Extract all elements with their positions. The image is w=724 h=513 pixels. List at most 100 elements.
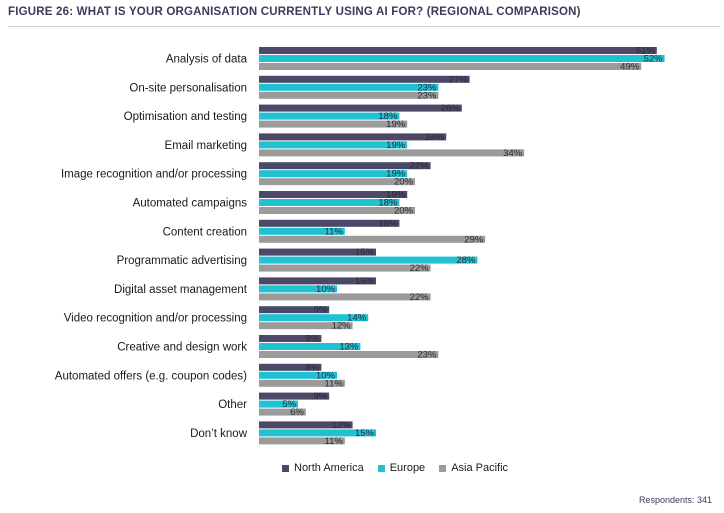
- bar-europe-digital-asset-management: [259, 285, 337, 293]
- value-label-europe-automated-campaigns: 18%: [378, 198, 398, 209]
- value-label-asia-pacific-analysis-of-data: 49%: [620, 62, 640, 73]
- value-label-north-america-analysis-of-data: 51%: [636, 46, 656, 57]
- value-label-europe-content-creation: 11%: [324, 226, 343, 237]
- bar-north-america-video-recognition-and-or-processing: [259, 306, 330, 314]
- category-label-automated-offers-e-g-coupon-codes: Automated offers (e.g. coupon codes): [55, 370, 247, 382]
- value-label-europe-optimisation-and-testing: 18%: [378, 111, 398, 122]
- value-label-europe-image-recognition-and-or-processing: 19%: [386, 169, 406, 180]
- bar-europe-don-t-know: [259, 429, 376, 437]
- value-label-asia-pacific-automated-offers-e-g-coupon-codes: 11%: [324, 378, 343, 389]
- bar-north-america-other: [259, 392, 330, 400]
- value-label-europe-on-site-personalisation: 23%: [417, 82, 437, 93]
- bar-asia-pacific-other: [259, 408, 306, 416]
- bar-north-america-digital-asset-management: [259, 277, 376, 285]
- value-label-asia-pacific-digital-asset-management: 22%: [410, 292, 430, 303]
- value-label-europe-automated-offers-e-g-coupon-codes: 10%: [316, 370, 336, 381]
- bar-asia-pacific-don-t-know: [259, 437, 345, 445]
- category-label-automated-campaigns: Automated campaigns: [133, 198, 248, 210]
- category-label-video-recognition-and-or-processing: Video recognition and/or processing: [64, 313, 247, 325]
- value-label-north-america-automated-offers-e-g-coupon-codes: 8%: [306, 362, 320, 373]
- category-label-don-t-know: Don’t know: [190, 428, 248, 440]
- bar-north-america-email-marketing: [259, 133, 447, 141]
- bar-asia-pacific-content-creation: [259, 235, 486, 243]
- legend-item-north-america: North America: [282, 462, 364, 474]
- bar-asia-pacific-automated-offers-e-g-coupon-codes: [259, 379, 345, 387]
- legend-swatch-europe: [377, 464, 385, 472]
- value-label-europe-don-t-know: 15%: [355, 428, 375, 439]
- value-label-asia-pacific-automated-campaigns: 20%: [394, 206, 414, 217]
- value-label-north-america-optimisation-and-testing: 26%: [441, 103, 461, 114]
- bar-europe-email-marketing: [259, 141, 408, 149]
- value-label-europe-analysis-of-data: 52%: [644, 54, 664, 65]
- category-label-on-site-personalisation: On-site personalisation: [129, 82, 247, 94]
- bar-europe-content-creation: [259, 227, 345, 235]
- bar-north-america-don-t-know: [259, 421, 353, 429]
- category-label-digital-asset-management: Digital asset management: [114, 284, 248, 296]
- bar-europe-other: [259, 400, 298, 408]
- bar-europe-automated-campaigns: [259, 199, 400, 206]
- bar-europe-on-site-personalisation: [259, 83, 439, 91]
- category-label-creative-and-design-work: Creative and design work: [117, 342, 247, 354]
- value-label-north-america-don-t-know: 12%: [332, 420, 352, 431]
- bar-asia-pacific-optimisation-and-testing: [259, 120, 408, 128]
- value-label-north-america-image-recognition-and-or-processing: 22%: [410, 161, 430, 172]
- title-divider: [8, 26, 720, 27]
- value-label-asia-pacific-image-recognition-and-or-processing: 20%: [394, 177, 414, 188]
- bar-europe-video-recognition-and-or-processing: [259, 314, 369, 322]
- legend-label-europe: Europe: [389, 462, 426, 474]
- value-label-asia-pacific-email-marketing: 34%: [503, 148, 523, 159]
- value-label-north-america-creative-and-design-work: 8%: [306, 334, 320, 345]
- category-label-image-recognition-and-or-processing: Image recognition and/or processing: [61, 169, 247, 181]
- value-label-asia-pacific-content-creation: 29%: [464, 234, 484, 245]
- value-label-europe-email-marketing: 19%: [386, 140, 406, 151]
- bar-north-america-image-recognition-and-or-processing: [259, 162, 431, 170]
- value-label-europe-digital-asset-management: 10%: [316, 284, 336, 295]
- legend-swatch-north-america: [282, 464, 289, 472]
- bar-north-america-creative-and-design-work: [259, 335, 322, 342]
- category-label-email-marketing: Email marketing: [165, 140, 247, 152]
- value-label-north-america-automated-campaigns: 19%: [386, 190, 406, 201]
- bar-europe-automated-offers-e-g-coupon-codes: [259, 371, 337, 379]
- bar-europe-creative-and-design-work: [259, 343, 361, 350]
- bar-asia-pacific-analysis-of-data: [259, 63, 642, 70]
- bar-north-america-optimisation-and-testing: [259, 104, 462, 112]
- bar-asia-pacific-programmatic-advertising: [259, 264, 431, 272]
- bar-asia-pacific-automated-campaigns: [259, 207, 415, 214]
- bar-europe-analysis-of-data: [259, 55, 665, 62]
- bar-asia-pacific-on-site-personalisation: [259, 91, 439, 99]
- legend-label-asia-pacific: Asia Pacific: [451, 462, 509, 474]
- value-label-north-america-content-creation: 18%: [378, 218, 398, 229]
- value-label-asia-pacific-optimisation-and-testing: 19%: [386, 119, 406, 130]
- value-label-europe-video-recognition-and-or-processing: 14%: [347, 313, 367, 324]
- value-label-europe-creative-and-design-work: 13%: [339, 342, 359, 353]
- bar-europe-programmatic-advertising: [259, 256, 478, 264]
- respondents-note: Respondents: 341: [638, 495, 712, 505]
- value-label-europe-other: 5%: [282, 399, 296, 410]
- category-label-programmatic-advertising: Programmatic advertising: [117, 255, 247, 267]
- value-label-north-america-on-site-personalisation: 27%: [449, 74, 469, 85]
- category-label-optimisation-and-testing: Optimisation and testing: [124, 111, 247, 123]
- value-label-europe-programmatic-advertising: 28%: [456, 255, 476, 266]
- value-label-asia-pacific-creative-and-design-work: 23%: [417, 350, 437, 361]
- bar-europe-image-recognition-and-or-processing: [259, 170, 408, 178]
- legend-item-asia-pacific: Asia Pacific: [439, 462, 508, 474]
- value-label-asia-pacific-video-recognition-and-or-processing: 12%: [332, 321, 352, 332]
- value-label-north-america-digital-asset-management: 15%: [355, 276, 375, 287]
- value-label-asia-pacific-don-t-know: 11%: [324, 436, 343, 447]
- bar-asia-pacific-email-marketing: [259, 149, 525, 157]
- bar-north-america-programmatic-advertising: [259, 248, 376, 256]
- value-label-asia-pacific-other: 6%: [290, 407, 304, 418]
- bar-north-america-automated-campaigns: [259, 191, 408, 198]
- value-label-north-america-email-marketing: 24%: [425, 132, 445, 143]
- bar-north-america-analysis-of-data: [259, 47, 657, 54]
- category-label-other: Other: [218, 399, 247, 411]
- value-label-north-america-video-recognition-and-or-processing: 9%: [313, 305, 327, 316]
- category-label-analysis-of-data: Analysis of data: [166, 54, 248, 66]
- value-label-asia-pacific-programmatic-advertising: 22%: [410, 263, 430, 274]
- bar-europe-optimisation-and-testing: [259, 112, 400, 120]
- value-label-north-america-programmatic-advertising: 15%: [355, 247, 375, 258]
- category-label-content-creation: Content creation: [163, 226, 247, 238]
- legend-swatch-asia-pacific: [439, 464, 447, 472]
- value-label-north-america-other: 9%: [313, 391, 327, 402]
